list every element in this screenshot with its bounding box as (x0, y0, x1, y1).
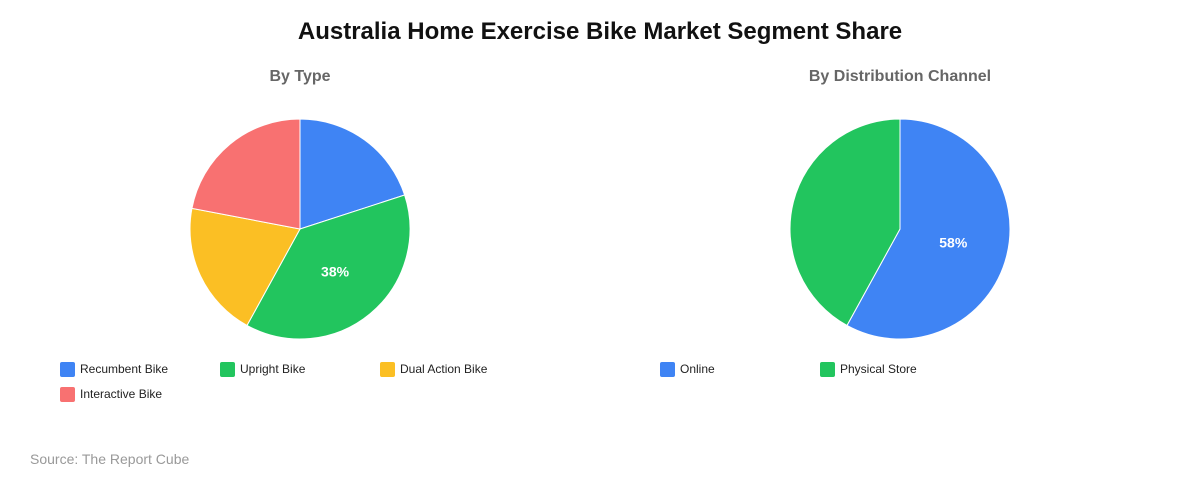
chart-by-type: By Type 38% Recumbent Bike Upright Bike Du… (0, 0, 600, 440)
legend-item-interactive-bike[interactable]: Interactive Bike (60, 386, 162, 402)
pie-slice-physical-store (789, 118, 901, 327)
pie-by-type: 38% (189, 118, 411, 340)
legend-swatch (60, 361, 75, 377)
legend-swatch (660, 361, 675, 377)
pie-slice-dual-action-bike (189, 207, 301, 327)
pie-by-distribution-channel: 58% (789, 118, 1011, 340)
legend-item-online[interactable]: Online (660, 361, 715, 377)
source-note: Source: The Report Cube (30, 451, 190, 467)
legend-item-dual-action-bike[interactable]: Dual Action Bike (380, 361, 487, 377)
pie-slice-recumbent-bike (299, 118, 406, 230)
pie-slice-upright-bike (246, 194, 411, 340)
data-label-upright-bike: 38% (321, 263, 350, 279)
page-title: Australia Home Exercise Bike Market Segm… (297, 18, 903, 45)
legend-label: Upright Bike (240, 362, 306, 376)
chart-by-distribution-channel: By Distribution Channel 58% Online Physic… (600, 0, 1200, 440)
legend-label: Online (680, 362, 715, 376)
legend-label: Interactive Bike (80, 387, 163, 401)
data-label-online: 58% (939, 235, 968, 251)
legend-label: Recumbent Bike (80, 362, 169, 376)
pie-slice-interactive-bike (191, 118, 301, 230)
legend-item-physical-store[interactable]: Physical Store (820, 361, 917, 377)
legend-item-recumbent-bike[interactable]: Recumbent Bike (60, 361, 168, 377)
legend-swatch (380, 361, 395, 377)
legend-item-upright-bike[interactable]: Upright Bike (220, 361, 305, 377)
chart-title-by-type: By Type (269, 68, 331, 85)
legend-swatch (60, 386, 75, 402)
pie-slice-online (846, 118, 1011, 340)
legend-label: Physical Store (840, 362, 917, 376)
legend-label: Dual Action Bike (400, 362, 488, 376)
legend-swatch (220, 361, 235, 377)
legend-swatch (820, 361, 835, 377)
chart-title-by-distribution-channel: By Distribution Channel (808, 68, 992, 85)
